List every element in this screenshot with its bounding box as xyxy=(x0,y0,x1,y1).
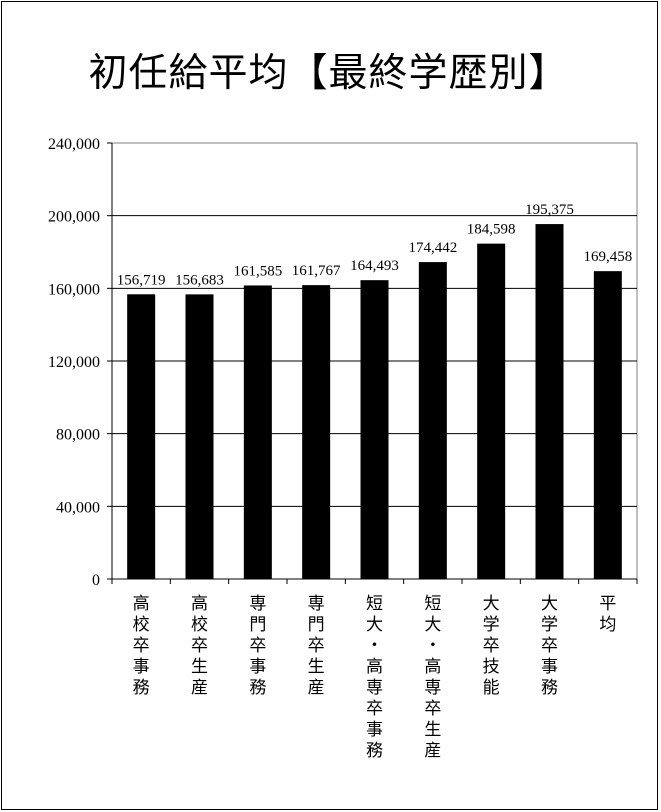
x-tick-label: 大学卒事務 xyxy=(541,594,558,697)
data-label: 161,767 xyxy=(292,263,341,279)
data-label: 174,442 xyxy=(408,240,457,256)
data-label: 195,375 xyxy=(525,202,574,218)
bar xyxy=(185,294,214,579)
y-tick-label: 40,000 xyxy=(56,499,100,516)
bar xyxy=(593,271,622,579)
data-label: 156,719 xyxy=(117,272,166,288)
chart-title: 初任給平均【最終学歴別】 xyxy=(88,51,569,96)
y-tick-label: 80,000 xyxy=(56,427,100,444)
bar xyxy=(535,224,564,579)
y-tick-label: 240,000 xyxy=(48,136,100,153)
bar xyxy=(127,294,156,579)
bar xyxy=(302,285,331,579)
data-label: 164,493 xyxy=(350,258,399,274)
bar xyxy=(418,262,447,579)
x-tick-label: 大学卒技能 xyxy=(483,594,500,697)
y-tick-label: 160,000 xyxy=(48,281,100,298)
x-tick-label: 平均 xyxy=(599,594,616,634)
x-tick-label: 専門卒事務 xyxy=(249,594,266,697)
data-label: 161,585 xyxy=(233,263,282,279)
x-tick-label: 短大・高専卒生産 xyxy=(424,594,441,760)
y-tick-label: 200,000 xyxy=(48,209,100,226)
y-tick-label: 120,000 xyxy=(48,354,100,371)
data-label: 184,598 xyxy=(467,222,516,238)
bar xyxy=(243,285,272,579)
x-tick-label: 高校卒生産 xyxy=(191,594,208,697)
x-tick-label: 短大・高専卒事務 xyxy=(366,594,383,760)
x-tick-label: 高校卒事務 xyxy=(133,594,150,697)
bar xyxy=(360,280,389,579)
data-label: 156,683 xyxy=(175,272,224,288)
x-tick-label: 専門卒生産 xyxy=(308,594,325,697)
data-label: 169,458 xyxy=(583,249,632,265)
bar xyxy=(477,243,506,579)
y-tick-label: 0 xyxy=(92,572,100,589)
